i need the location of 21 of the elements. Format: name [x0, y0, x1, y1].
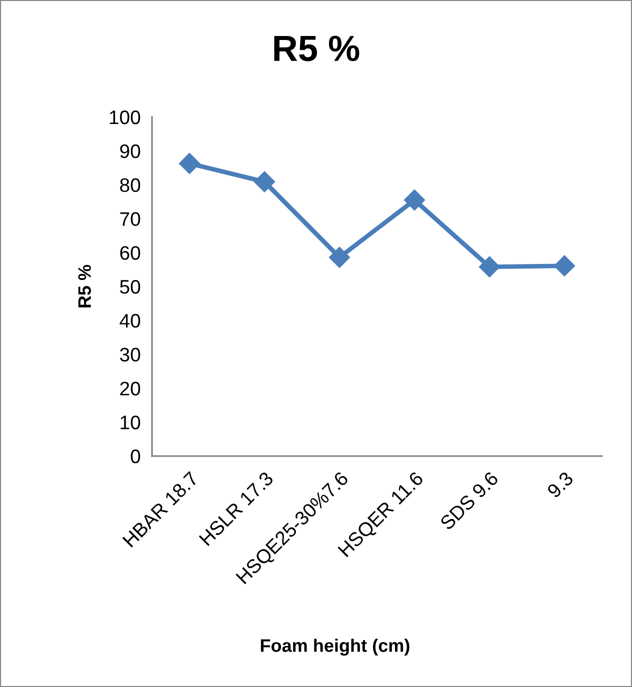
point: [178, 152, 200, 174]
chart-title: R5 %: [274, 36, 360, 62]
y-tick-label: 10: [120, 416, 140, 430]
x-axis-title: Foam height (cm): [260, 638, 410, 656]
point: [554, 255, 576, 277]
y-axis-title: R5 %: [78, 264, 91, 308]
y-tick-label: 20: [120, 382, 140, 396]
y-tick-label: 40: [120, 314, 140, 328]
y-tick-label: 50: [120, 280, 140, 294]
y-tick-label: 0: [130, 450, 140, 464]
y-tick-label: 90: [120, 144, 140, 158]
point: [404, 189, 426, 211]
y-tick-label: 30: [120, 348, 140, 362]
point: [478, 256, 500, 278]
y-tick-label: 100: [110, 110, 140, 124]
x-tick-label: 9.3: [546, 470, 574, 498]
y-tick-label: 70: [120, 212, 140, 226]
y-tick-label: 80: [120, 178, 140, 192]
point: [328, 246, 350, 268]
y-tick-label: 60: [120, 246, 140, 260]
point: [254, 170, 276, 193]
